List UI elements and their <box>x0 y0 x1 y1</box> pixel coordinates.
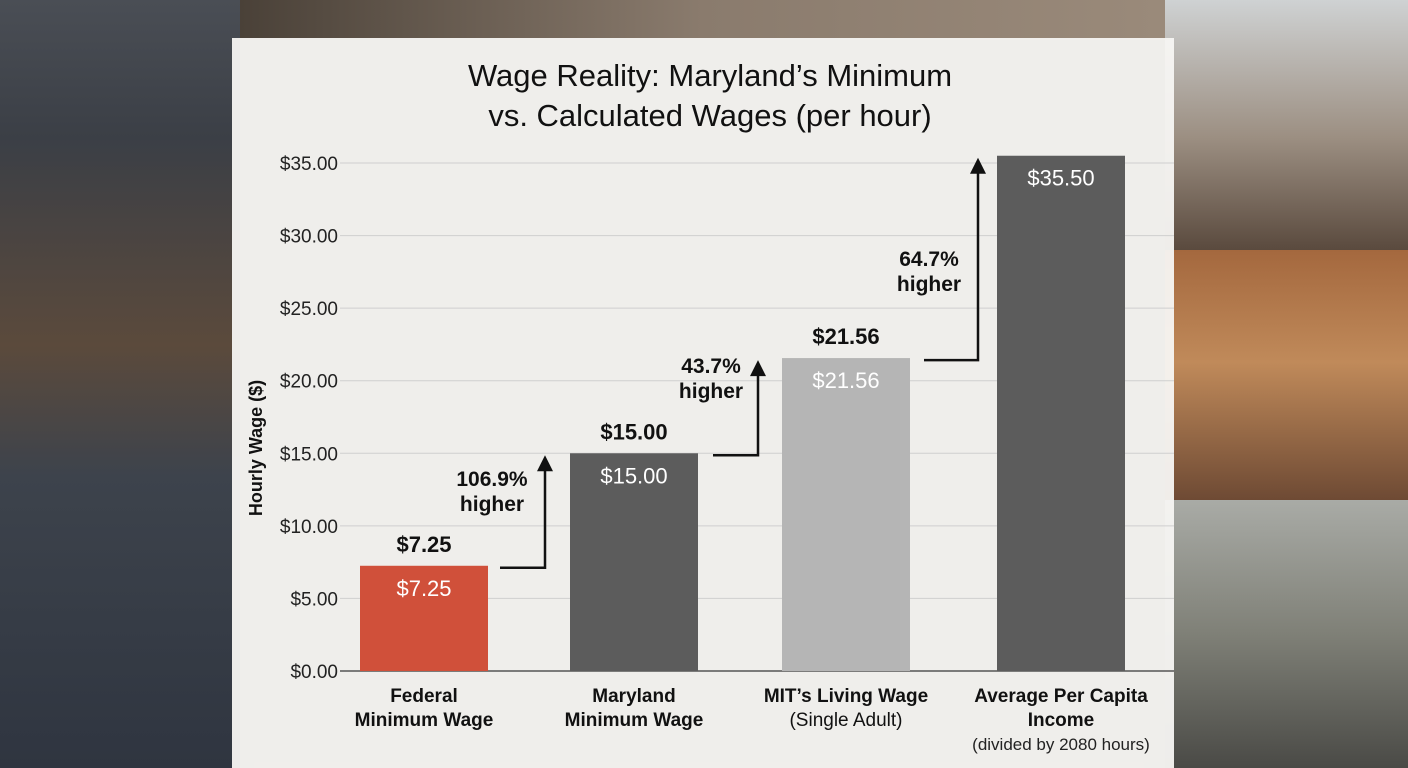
bar <box>360 565 488 671</box>
y-tick-label: $0.00 <box>290 662 338 683</box>
chart-title-line-1: Wage Reality: Maryland’s Minimum <box>468 58 952 93</box>
x-category-label: MIT’s Living Wage <box>764 686 928 707</box>
background-photo-construction-workers <box>1165 0 1408 250</box>
increase-annotation: 43.7% <box>681 355 741 378</box>
step-arrow-line <box>500 469 547 570</box>
bar-chart: Wage Reality: Maryland’s Minimum vs. Cal… <box>246 58 1174 754</box>
y-tick-label: $35.00 <box>280 154 338 175</box>
increase-annotation: higher <box>679 380 743 403</box>
x-category-label: Minimum Wage <box>565 710 704 731</box>
y-tick-label: $15.00 <box>280 444 338 465</box>
bar-value-label-above: $15.00 <box>600 419 667 444</box>
x-category-label: Federal <box>390 686 458 707</box>
x-category-label: Average Per Capita <box>974 686 1148 707</box>
chart-title-line-2: vs. Calculated Wages (per hour) <box>488 98 931 133</box>
bar <box>570 453 698 671</box>
step-arrow-head <box>970 157 986 174</box>
bar-value-label-above: $7.25 <box>396 532 451 557</box>
x-category-label: (Single Adult) <box>789 710 902 731</box>
chart-panel: Wage Reality: Maryland’s Minimum vs. Cal… <box>232 38 1174 768</box>
x-category-label: Maryland <box>592 686 675 707</box>
bar-value-label-above: $21.56 <box>812 324 879 349</box>
y-tick-label: $5.00 <box>290 589 338 610</box>
bar-value-label-inside: $21.56 <box>812 368 879 393</box>
step-arrow-line <box>713 374 760 457</box>
bar-value-label-inside: $35.50 <box>1027 166 1094 191</box>
step-arrow-head <box>750 360 766 377</box>
step-arrow-head <box>537 455 553 472</box>
bar-value-label-inside: $15.00 <box>600 463 667 488</box>
increase-annotation: 106.9% <box>456 468 528 491</box>
background-photo-office-workers <box>1165 250 1408 500</box>
increase-annotation: higher <box>460 493 524 516</box>
y-tick-label: $20.00 <box>280 372 338 393</box>
bar <box>997 155 1125 671</box>
y-tick-label: $25.00 <box>280 299 338 320</box>
increase-annotation: 64.7% <box>899 248 959 271</box>
step-arrow-line <box>924 171 980 362</box>
background-photo-factory-workers <box>0 0 240 768</box>
y-tick-label: $30.00 <box>280 227 338 248</box>
x-category-label: Minimum Wage <box>355 710 494 731</box>
bar-value-label-inside: $7.25 <box>396 576 451 601</box>
x-category-label: Income <box>1028 710 1095 731</box>
y-axis-label: Hourly Wage ($) <box>246 380 266 516</box>
increase-annotation: higher <box>897 273 961 296</box>
y-tick-label: $10.00 <box>280 517 338 538</box>
background-photo-protest-fair-wages <box>1165 500 1408 768</box>
x-category-note: (divided by 2080 hours) <box>972 735 1150 754</box>
bar <box>782 358 910 671</box>
background-photo-strip <box>240 0 1165 40</box>
